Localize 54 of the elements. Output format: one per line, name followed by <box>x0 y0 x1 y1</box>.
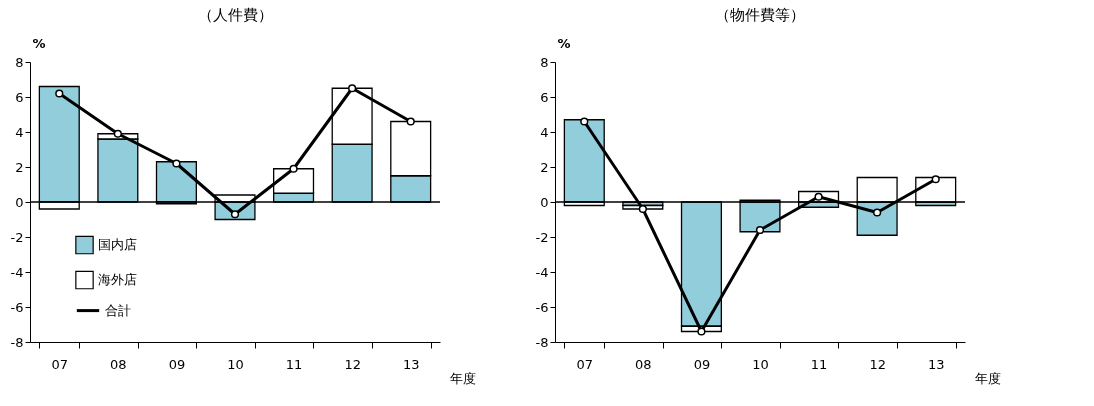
point <box>172 159 181 168</box>
point <box>697 327 706 336</box>
legend-label: 合計 <box>105 302 131 318</box>
point <box>406 117 415 126</box>
x-tick-label: 09 <box>693 356 711 372</box>
x-tick-label: 13 <box>402 356 420 372</box>
point <box>580 117 589 126</box>
point <box>113 129 122 138</box>
point <box>348 84 357 93</box>
x-tick-label: 12 <box>869 356 886 372</box>
x-axis-title: 年度 <box>449 370 476 386</box>
x-tick-label: 12 <box>344 356 361 372</box>
point <box>755 225 765 235</box>
y-tick-label: 0 <box>15 194 24 210</box>
x-tick-label: 08 <box>635 356 652 372</box>
y-tick-label: -6 <box>535 299 549 315</box>
y-tick-label: -2 <box>535 229 549 245</box>
y-tick-label: 4 <box>540 124 549 140</box>
y-tick-label: -8 <box>535 334 549 350</box>
y-tick-label: -4 <box>10 264 24 280</box>
x-tick-label: 07 <box>51 356 69 372</box>
x-axis-title: 年度 <box>974 370 1001 386</box>
x-tick-label: 07 <box>576 356 594 372</box>
chart-title: （人件費） <box>197 6 273 24</box>
x-tick-label: 10 <box>227 356 244 372</box>
chart-title: （物件費等） <box>715 6 805 24</box>
x-tick-label: 10 <box>752 356 769 372</box>
y-tick-label: -4 <box>535 264 549 280</box>
legend-label: 海外店 <box>98 272 137 288</box>
x-tick-label: 11 <box>810 356 828 372</box>
y-tick-label: -2 <box>10 229 24 245</box>
x-tick-label: 08 <box>110 356 127 372</box>
y-tick-label: 8 <box>15 54 24 70</box>
x-tick-label: 09 <box>168 356 186 372</box>
y-tick-label: 8 <box>540 54 549 70</box>
point <box>873 208 882 217</box>
x-tick-label: 13 <box>927 356 945 372</box>
legend-label: 国内店 <box>98 237 137 253</box>
y-tick-label: 6 <box>15 89 24 105</box>
y-tick-label: -8 <box>10 334 24 350</box>
y-tick-label: 0 <box>540 194 549 210</box>
x-tick-label: 11 <box>285 356 303 372</box>
y-tick-label: 4 <box>15 124 24 140</box>
y-axis-title: % <box>32 35 46 51</box>
point <box>230 210 240 219</box>
y-tick-label: 6 <box>540 89 549 105</box>
y-tick-label: 2 <box>540 159 549 175</box>
point <box>55 89 64 98</box>
point <box>289 164 298 173</box>
y-tick-label: 2 <box>15 159 24 175</box>
point <box>814 192 823 201</box>
y-axis-title: % <box>557 35 571 51</box>
y-tick-label: -6 <box>10 299 24 315</box>
point <box>931 175 940 184</box>
